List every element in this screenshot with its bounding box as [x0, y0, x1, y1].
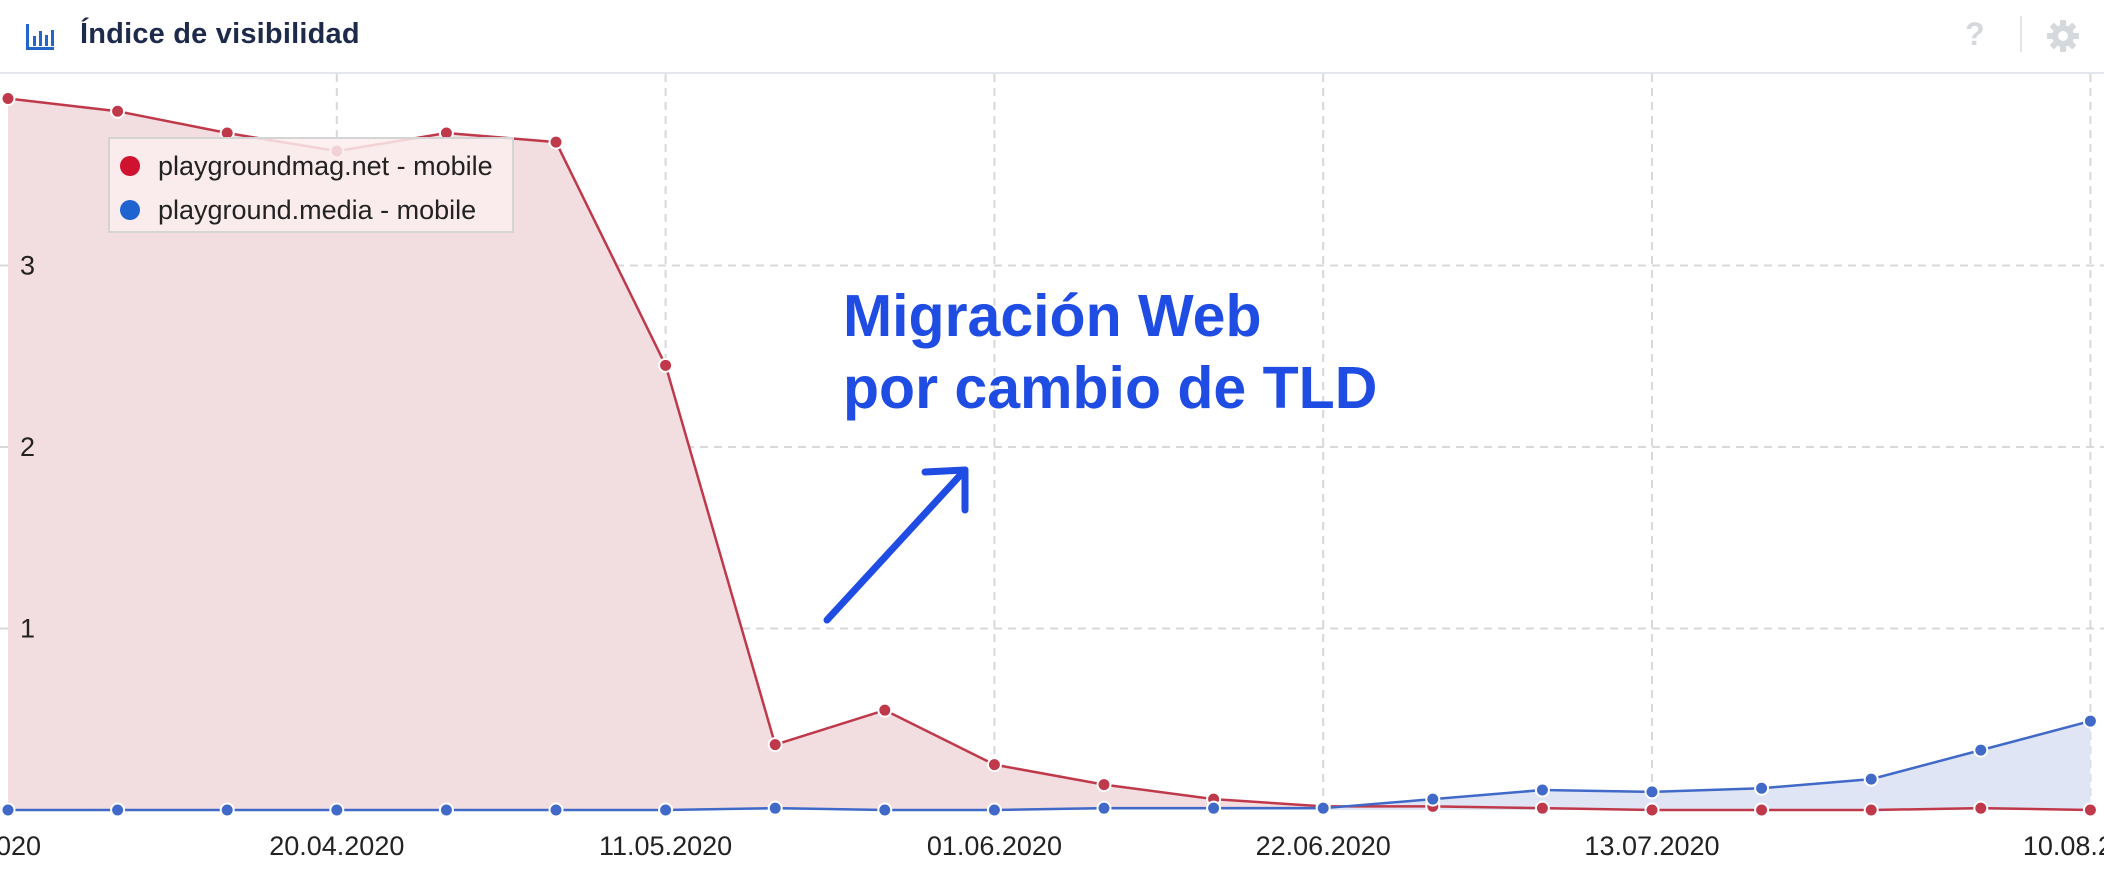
x-tick-label: 22.06.2020 — [1256, 831, 1391, 861]
x-tick-label: 13.07.2020 — [1584, 831, 1719, 861]
data-point-0-1 — [110, 103, 126, 119]
x-tick-label: 11.05.2020 — [599, 831, 732, 861]
data-point-1-3 — [329, 802, 345, 818]
migration-annotation: Migración Web por cambio de TLD — [843, 280, 1377, 424]
data-point-1-7 — [767, 800, 783, 816]
x-tick-label: 020 — [0, 831, 41, 861]
data-point-0-9 — [986, 757, 1002, 773]
data-point-0-15 — [1644, 802, 1660, 818]
series-area-1 — [8, 721, 2091, 810]
legend-label: playgroundmag.net - mobile — [158, 151, 493, 181]
y-tick-label: 3 — [20, 251, 35, 281]
data-point-1-8 — [877, 802, 893, 818]
data-point-0-8 — [877, 702, 893, 718]
data-point-1-4 — [438, 802, 454, 818]
header-divider — [2020, 16, 2022, 52]
data-point-1-0 — [0, 802, 16, 818]
bar-chart-icon — [26, 24, 54, 50]
chart-legend: playgroundmag.net - mobile playground.me… — [108, 137, 514, 233]
data-point-0-10 — [1096, 777, 1112, 793]
data-point-1-18 — [1973, 742, 1989, 758]
legend-marker-red — [120, 156, 140, 176]
x-tick-label: 20.04.2020 — [269, 831, 404, 861]
data-point-0-0 — [0, 91, 16, 107]
help-button[interactable]: ? — [1965, 16, 1985, 52]
data-point-0-14 — [1534, 800, 1550, 816]
data-point-0-5 — [548, 134, 564, 150]
data-point-1-15 — [1644, 784, 1660, 800]
data-point-1-11 — [1206, 800, 1222, 816]
data-point-0-7 — [767, 737, 783, 753]
data-point-1-1 — [110, 802, 126, 818]
chart-header: Índice de visibilidad ? — [0, 0, 2104, 74]
series-area-0 — [8, 98, 2091, 810]
data-point-1-9 — [986, 802, 1002, 818]
series-line-1 — [8, 719, 2091, 812]
legend-marker-blue — [120, 200, 140, 220]
chart-title: Índice de visibilidad — [80, 18, 360, 50]
legend-label: playground.media - mobile — [158, 195, 477, 225]
legend-item-playgroundmag[interactable]: playgroundmag.net - mobile — [110, 145, 512, 187]
data-point-0-17 — [1863, 802, 1879, 818]
data-point-0-19 — [2082, 802, 2098, 818]
data-point-1-10 — [1096, 800, 1112, 816]
data-point-1-16 — [1754, 780, 1770, 796]
data-point-1-12 — [1315, 800, 1331, 816]
annotation-line-2: por cambio de TLD — [843, 355, 1378, 421]
y-tick-label: 2 — [20, 432, 35, 462]
y-tick-label: 1 — [20, 614, 35, 644]
data-point-1-5 — [548, 802, 564, 818]
x-tick-label: 10.08.2020 — [2023, 831, 2104, 861]
data-point-1-14 — [1534, 782, 1550, 798]
data-point-0-16 — [1754, 802, 1770, 818]
gear-icon[interactable] — [2045, 18, 2081, 54]
data-point-1-6 — [658, 802, 674, 818]
annotation-line-1: Migración Web — [843, 283, 1262, 349]
data-point-0-18 — [1973, 800, 1989, 816]
data-point-1-2 — [219, 802, 235, 818]
data-point-0-6 — [658, 357, 674, 373]
data-point-1-17 — [1863, 771, 1879, 787]
data-point-1-13 — [1425, 791, 1441, 807]
data-point-1-19 — [2082, 713, 2098, 729]
x-tick-label: 01.06.2020 — [927, 831, 1062, 861]
legend-item-playground-media[interactable]: playground.media - mobile — [110, 189, 512, 231]
